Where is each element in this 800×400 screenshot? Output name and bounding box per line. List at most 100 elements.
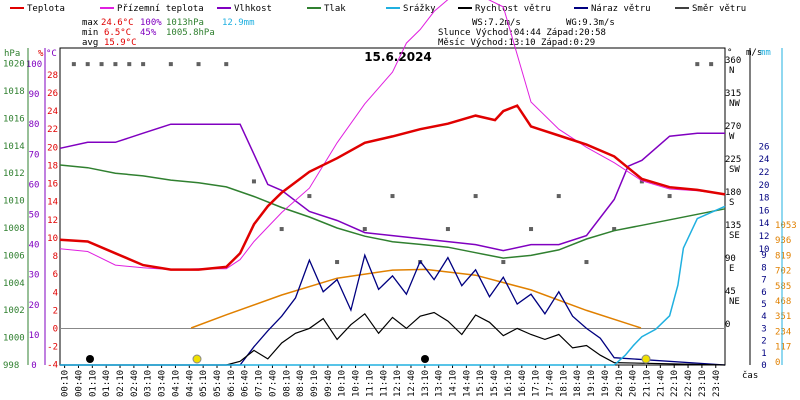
c-tick: 14 [47,198,58,208]
stat-max-label: max [82,18,99,28]
pct-unit: % [38,49,44,59]
c-tick: 26 [47,89,58,99]
stat-ws: WS:7.2m/s [472,18,521,28]
pct-tick: 90 [29,90,40,100]
x-tick-label: 16:40 [518,370,528,397]
x-tick-label: 20:40 [629,370,639,397]
wind-speed-line [60,311,726,366]
hpa-tick: 1018 [3,87,25,97]
c-tick: 6 [53,270,58,280]
hpa-tick: 1002 [3,306,25,316]
dir-tick: 360 [725,56,741,66]
x-tick-label: 21:40 [656,370,666,397]
wind-direction-point [71,62,76,67]
ms-tick: 1 [761,349,766,359]
dir-tick-label: NE [729,297,740,307]
event-markers [86,354,651,364]
x-tick-label: 00:10 [61,370,71,397]
hpa-tick: 1008 [3,224,25,234]
stat-max-press: 1013hPa [166,18,204,28]
dir-tick-label: E [729,264,734,274]
wind-direction-point [224,62,229,67]
x-tick-label: 09:10 [310,370,320,397]
mm-tick: 234 [775,327,791,337]
sun-path-line [190,268,642,329]
hpa-tick: 1004 [3,279,25,289]
stat-max-temp: 24.6°C [101,18,134,28]
x-tick-label: 17:40 [546,370,556,397]
mm-tick: 0 [775,358,780,368]
hpa-tick: 1010 [3,197,25,207]
mm-tick: 702 [775,267,791,277]
ms-tick: 14 [759,219,770,229]
ms-tick: 24 [759,155,770,165]
mm-tick: 819 [775,251,791,261]
stat-wg: WG:9.3m/s [566,18,615,28]
ms-tick: 5 [761,300,766,310]
wind-direction-point [584,260,589,265]
dir-tick-label: S [729,198,734,208]
wind-direction-point [709,62,714,67]
x-tick-label: 07:10 [255,370,265,397]
c-tick: -2 [47,343,58,353]
x-tick-label: 11:40 [379,370,389,397]
x-tick-label: 04:40 [185,370,195,397]
hpa-tick: 1000 [3,334,25,344]
x-tick-label: 14:40 [462,370,472,397]
mm-tick: 468 [775,297,791,307]
wind-direction-point [279,227,284,232]
stat-max-rain: 12.9mm [222,18,255,28]
mm-tick: 585 [775,282,791,292]
humidity-line [59,123,725,252]
wind-direction-point [85,62,90,67]
mm-tick: 936 [775,236,791,246]
x-tick-label: 13:10 [421,370,431,397]
dir-tick: 225 [725,155,741,165]
wind-direction-point [335,260,340,265]
ms-tick: 4 [761,312,766,322]
dir-tick: 90 [725,254,736,264]
legend-label: Rychlost větru [475,4,551,14]
wind-direction-point [390,194,395,199]
stat-min-press: 1005.8hPa [166,28,215,38]
sunset-marker [641,354,651,364]
ms-tick: 6 [761,288,766,298]
x-tick-label: 01:40 [102,370,112,397]
x-tick-label: 06:40 [241,370,251,397]
legend-label: Náraz větru [591,4,651,14]
x-tick-label: 12:40 [407,370,417,397]
dir-tick: 180 [725,188,741,198]
ms-tick: 20 [759,181,770,191]
c-unit: °C [46,49,57,59]
x-tick-label: 19:40 [601,370,611,397]
x-tick-label: 16:10 [504,370,514,397]
hpa-unit: hPa [4,49,20,59]
moon-rise-marker [421,355,429,363]
c-tick: 12 [47,216,58,226]
c-tick: 16 [47,180,58,190]
legend-label: Teplota [27,4,65,14]
wind-gust-line [60,253,726,366]
x-tick-label: 08:10 [282,370,292,397]
x-tick-label: 06:10 [227,370,237,397]
wind-direction-point [196,62,201,67]
x-axis-unit: čas [742,370,758,381]
x-tick-label: 21:10 [642,370,652,397]
stat-min-label: min [82,28,98,38]
wind-direction-point [99,62,104,67]
wind-direction-point [445,227,450,232]
x-tick-label: 12:10 [393,370,403,397]
dir-tick-label: SE [729,231,740,241]
ms-tick: 9 [761,251,766,261]
x-tick-label: 19:10 [587,370,597,397]
wind-direction-point [362,227,367,232]
c-tick: 22 [47,125,58,135]
x-tick-label: 23:40 [712,370,722,397]
wind-direction-point [639,179,644,184]
wind-direction-point [529,227,534,232]
hpa-tick: 1014 [3,142,25,152]
stat-avg-temp: 15.9°C [104,38,137,48]
legend-label: Tlak [324,4,346,14]
